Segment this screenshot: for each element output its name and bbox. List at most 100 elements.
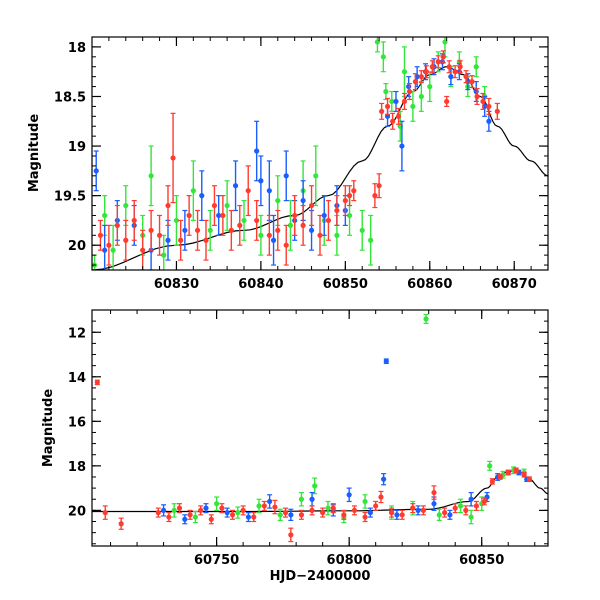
bottom-data-point bbox=[410, 505, 416, 511]
top-data-point bbox=[440, 54, 446, 60]
top-data-point bbox=[406, 88, 413, 95]
top-data-point bbox=[186, 212, 192, 219]
bottom-y-tick-label: 18 bbox=[68, 460, 86, 475]
bottom-data-point bbox=[176, 505, 183, 511]
top-data-point bbox=[148, 173, 154, 179]
bottom-plot-frame bbox=[91, 309, 549, 547]
top-data-point bbox=[270, 237, 277, 243]
bottom-data-point bbox=[325, 505, 331, 511]
bottom-data-point bbox=[309, 496, 315, 502]
bottom-data-point bbox=[298, 496, 305, 502]
top-x-tick-label: 60860 bbox=[407, 277, 452, 292]
bottom-data-point bbox=[497, 474, 503, 480]
top-data-point bbox=[237, 222, 243, 228]
top-data-point bbox=[199, 193, 205, 199]
bottom-data-point bbox=[251, 514, 257, 520]
bottom-data-point bbox=[346, 492, 352, 498]
bottom-panel: 12 14 16 18 20 60750 60800 60850 Magnitude HJD−… bbox=[41, 309, 549, 584]
top-data-point bbox=[406, 83, 412, 90]
bottom-data-point bbox=[383, 358, 389, 364]
top-data-point bbox=[418, 93, 424, 100]
top-data-point bbox=[401, 98, 408, 105]
top-data-point bbox=[241, 217, 247, 224]
bottom-data-point bbox=[447, 512, 453, 518]
top-data-point bbox=[448, 74, 454, 80]
top-data-point bbox=[486, 118, 492, 124]
bottom-series-red bbox=[94, 379, 533, 543]
bottom-data-point bbox=[267, 498, 273, 505]
bottom-data-point bbox=[272, 504, 278, 510]
top-data-point bbox=[224, 202, 230, 209]
top-data-point bbox=[292, 212, 298, 219]
top-data-point bbox=[372, 193, 378, 199]
bottom-data-point bbox=[288, 512, 294, 518]
bottom-data-point bbox=[521, 472, 527, 478]
top-data-point bbox=[384, 113, 391, 119]
bottom-data-point bbox=[171, 507, 177, 513]
top-data-point bbox=[359, 227, 365, 233]
top-data-point bbox=[123, 237, 129, 243]
top-data-point bbox=[148, 227, 154, 233]
top-y-tick-label: 19 bbox=[68, 140, 86, 155]
bottom-data-point bbox=[452, 505, 458, 511]
bottom-data-point bbox=[203, 505, 209, 511]
top-data-point bbox=[254, 148, 260, 154]
top-plot-frame bbox=[91, 36, 549, 271]
bottom-data-point bbox=[224, 510, 230, 516]
bottom-data-point bbox=[160, 507, 167, 513]
bottom-data-point bbox=[214, 501, 220, 507]
bottom-y-tick-label: 16 bbox=[68, 415, 86, 430]
top-data-point bbox=[393, 98, 399, 105]
bottom-data-point bbox=[192, 514, 198, 520]
top-data-point bbox=[486, 103, 492, 110]
bottom-data-point bbox=[513, 467, 519, 473]
top-data-point bbox=[178, 237, 184, 243]
top-data-point bbox=[110, 247, 116, 253]
bottom-data-point bbox=[298, 512, 305, 518]
bottom-y-axis-title: Magnitude bbox=[41, 389, 56, 468]
top-data-point bbox=[114, 222, 120, 228]
top-data-point bbox=[389, 98, 395, 105]
top-data-point bbox=[334, 207, 340, 214]
bottom-y-tick-label: 20 bbox=[68, 504, 86, 519]
top-y-tick-label: 18.5 bbox=[54, 90, 86, 105]
top-data-point bbox=[165, 237, 171, 243]
bottom-data-point bbox=[229, 512, 236, 518]
top-data-point bbox=[423, 69, 429, 75]
top-data-point bbox=[494, 108, 500, 114]
bottom-data-point bbox=[245, 514, 252, 520]
bottom-data-point bbox=[484, 494, 490, 500]
top-data-point bbox=[446, 64, 452, 70]
bottom-model-curve bbox=[92, 470, 548, 513]
top-data-point bbox=[140, 247, 146, 253]
top-data-point bbox=[317, 232, 323, 238]
top-data-point bbox=[399, 143, 405, 149]
bottom-data-point bbox=[277, 512, 283, 518]
top-data-point bbox=[473, 88, 479, 95]
top-data-point bbox=[412, 79, 419, 85]
top-data-point bbox=[379, 108, 385, 114]
top-data-point bbox=[384, 103, 391, 110]
top-x-tick-label: 60830 bbox=[154, 277, 199, 292]
bottom-axis-ticks: 12 14 16 18 20 60750 60800 60850 bbox=[68, 309, 548, 568]
bottom-data-point bbox=[526, 476, 533, 482]
bottom-data-point bbox=[288, 532, 294, 538]
top-data-point bbox=[410, 103, 416, 110]
bottom-data-point bbox=[489, 478, 495, 485]
top-data-point bbox=[334, 232, 340, 238]
top-data-point bbox=[220, 212, 226, 219]
top-data-point bbox=[463, 74, 469, 80]
top-data-point bbox=[429, 64, 435, 70]
bottom-data-point bbox=[198, 507, 204, 513]
bottom-data-point bbox=[436, 512, 442, 518]
top-data-point bbox=[452, 69, 458, 75]
top-axis-ticks: 18 18.5 19 19.5 20 60830 60840 60850 60860 60870 bbox=[54, 36, 549, 292]
top-data-point bbox=[346, 193, 353, 199]
top-y-tick-label: 18 bbox=[68, 41, 86, 56]
bottom-x-tick-label: 60850 bbox=[459, 553, 504, 568]
top-data-point bbox=[283, 173, 289, 179]
top-data-point bbox=[300, 222, 306, 228]
bottom-data-point bbox=[282, 510, 289, 516]
top-data-point bbox=[123, 202, 129, 209]
bottom-data-point bbox=[473, 503, 480, 509]
